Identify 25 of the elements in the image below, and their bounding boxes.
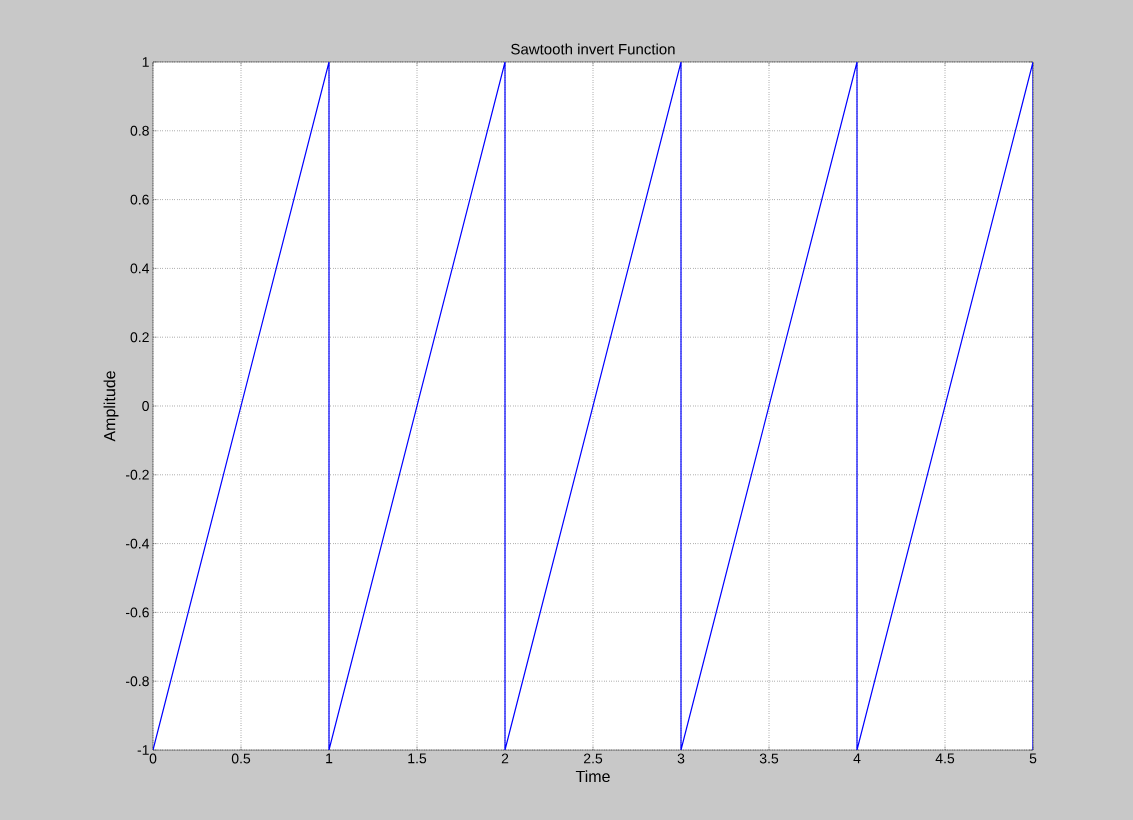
x-axis-title: Time <box>575 770 610 783</box>
x-tick-label: 4 <box>853 753 861 764</box>
x-tick-label: 0.5 <box>231 753 251 764</box>
y-tick-label: -0.8 <box>125 676 149 687</box>
x-tick-label: 2 <box>501 753 509 764</box>
x-tick-label: 3.5 <box>759 753 779 764</box>
y-tick-label: 0.8 <box>130 125 149 136</box>
x-tick-label: 2.5 <box>583 753 603 764</box>
y-tick-label: 0.2 <box>130 332 149 343</box>
x-tick-label: 1.5 <box>408 753 427 764</box>
x-tick-label: 3 <box>677 753 685 764</box>
y-tick-label: 0.4 <box>130 263 150 274</box>
y-tick-label: -0.2 <box>125 469 149 480</box>
y-tick-label: -0.6 <box>125 607 149 618</box>
x-tick-label: 5 <box>1029 753 1037 764</box>
x-tick-label: 4.5 <box>935 753 955 764</box>
y-tick-label: -1 <box>137 745 149 755</box>
y-tick-label: -0.4 <box>125 538 150 549</box>
chart-title: Sawtooth invert Function <box>511 43 675 55</box>
y-tick-label: 0 <box>142 401 149 411</box>
y-axis-title: Amplitude <box>103 371 119 442</box>
x-tick-label: 0 <box>149 753 157 764</box>
y-tick-label: 1 <box>142 57 149 67</box>
x-tick-label: 1 <box>326 753 333 764</box>
y-tick-label: 0.6 <box>130 194 149 205</box>
